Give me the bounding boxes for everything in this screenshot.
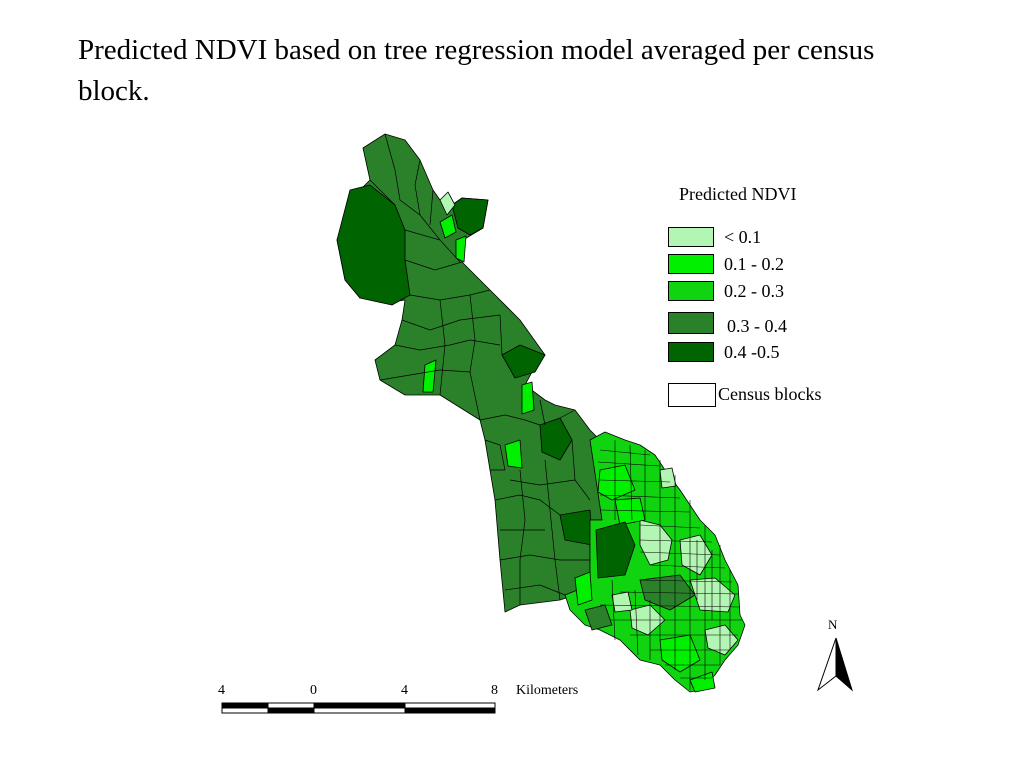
north-label: N [828, 617, 838, 632]
legend-label: 0.2 - 0.3 [724, 281, 784, 301]
urban-block-grid [597, 440, 742, 690]
legend-label: 0.4 -0.5 [724, 342, 780, 362]
census-block-medium-u1 [639, 574, 696, 611]
legend-label: Census blocks [718, 384, 822, 404]
census-block-bright-u5 [689, 671, 716, 693]
census-block-bright-u4 [614, 497, 646, 526]
legend-swatch [668, 254, 714, 274]
census-block-bright-u3 [574, 571, 593, 606]
census-block-bright-c [504, 439, 523, 469]
scale-tick-label: 4 [401, 683, 408, 698]
census-block-bright-u1 [597, 464, 636, 501]
census-block-dark-c2 [559, 509, 593, 546]
census-block-light-u3 [689, 577, 736, 613]
north-arrow-icon [816, 637, 853, 692]
scale-tick-label: 0 [310, 683, 317, 698]
scale-seg-8 [404, 707, 496, 714]
scale-bar [221, 702, 496, 714]
legend-label: 0.1 - 0.2 [724, 254, 784, 274]
census-block-dark-c1 [539, 417, 573, 461]
scale-tick-label: 4 [218, 683, 225, 698]
legend-swatch [668, 312, 714, 334]
legend-swatch [668, 227, 714, 247]
legend-label: < 0.1 [724, 227, 762, 247]
census-block-dark-ne [451, 197, 489, 236]
census-blocks-layer [336, 133, 746, 693]
census-block-dark-mid [501, 344, 546, 379]
scale-seg-2 [267, 702, 315, 709]
census-block-light-n [439, 191, 456, 216]
scale-seg-7 [313, 707, 406, 714]
scale-seg-5 [221, 707, 269, 714]
census-block-medium-u2 [584, 604, 613, 631]
census-block-bright-mid2 [521, 381, 535, 415]
scale-seg-1 [221, 702, 269, 709]
census-block-bright-n1 [439, 214, 457, 239]
scale-tick-label: 8 [491, 683, 498, 698]
census-block-light-u6 [611, 591, 633, 613]
legend-swatch [668, 281, 714, 301]
legend-swatch [668, 342, 714, 362]
slide-title: Predicted NDVI based on tree regression … [78, 34, 875, 107]
census-block-bright-mid [422, 359, 437, 393]
scale-seg-4 [404, 702, 496, 709]
legend-title: Predicted NDVI [679, 184, 797, 204]
census-block-light-u2 [679, 534, 713, 576]
legend-label: 0.3 - 0.4 [727, 316, 787, 336]
scale-seg-3 [313, 702, 406, 709]
census-block-dark-u1 [595, 521, 636, 579]
census-block-boundaries [369, 133, 591, 605]
census-block-light-u7 [659, 467, 677, 489]
scale-seg-6 [267, 707, 315, 714]
scale-unit-label: Kilometers [516, 683, 579, 698]
legend-swatch [668, 383, 716, 407]
census-block-bright-n2 [455, 235, 467, 263]
